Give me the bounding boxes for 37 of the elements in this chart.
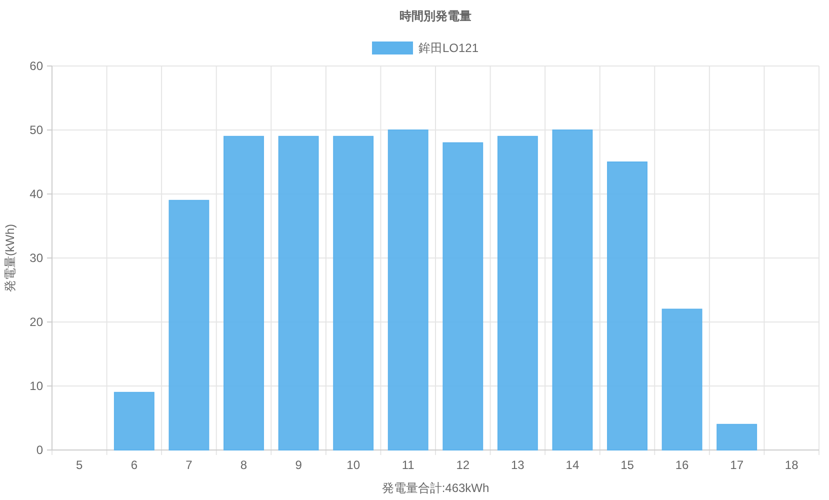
bar [716,424,758,450]
x-tick-label: 18 [784,458,799,472]
y-tick-label: 20 [30,315,44,330]
x-tick-label: 5 [76,458,84,472]
x-tick-label: 11 [402,458,415,472]
bar [114,392,154,450]
x-tick-label: 14 [566,458,580,472]
x-axis-title: 発電量合計:463kWh [382,481,490,495]
x-tick-label: 17 [730,458,744,472]
y-axis-title: 発電量(kWh) [3,224,17,292]
bar [442,142,484,450]
bar [662,308,702,450]
x-tick-label: 7 [186,458,193,472]
y-tick-label: 10 [30,379,44,394]
legend-label: 鉾田LO121 [418,41,479,56]
bar [168,200,210,450]
x-tick-label: 13 [511,458,525,472]
bar [278,136,319,450]
y-tick-label: 30 [30,251,44,266]
chart-title: 時間別発電量 [400,9,472,23]
x-tick-label: 10 [346,458,360,472]
bar [497,136,538,450]
bar [607,162,648,450]
x-tick-label: 12 [456,458,470,472]
bar [388,130,428,450]
bar [333,136,374,450]
x-tick-label: 15 [620,458,634,472]
y-tick-label: 40 [30,187,44,202]
x-tick-label: 16 [675,458,690,472]
bar [224,136,264,450]
x-tick-label: 9 [295,458,302,472]
x-tick-label: 6 [130,458,138,472]
y-tick-label: 60 [30,59,44,74]
y-tick-label: 0 [36,443,44,458]
y-tick-label: 50 [30,123,44,138]
x-tick-label: 8 [240,458,248,472]
bar [552,130,593,450]
